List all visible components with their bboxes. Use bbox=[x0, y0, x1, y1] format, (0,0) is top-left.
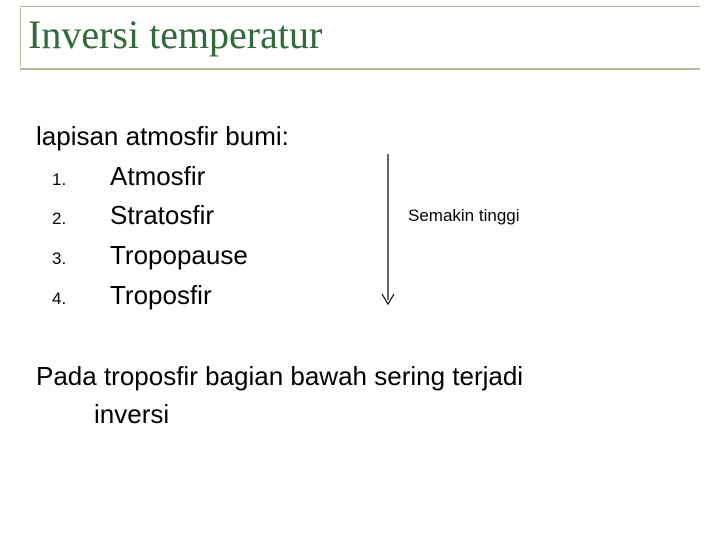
list-text: Troposfir bbox=[110, 277, 212, 315]
arrow-label: Semakin tinggi bbox=[408, 206, 520, 226]
closing-line1: Pada troposfir bagian bawah sering terja… bbox=[36, 358, 684, 396]
title-block: Inversi temperatur bbox=[20, 6, 700, 70]
list-item: 2. Stratosfir bbox=[36, 197, 684, 235]
atmosphere-list: 1. Atmosfir 2. Stratosfir 3. Tropopause … bbox=[36, 158, 684, 315]
list-text: Stratosfir bbox=[110, 197, 214, 235]
slide-title: Inversi temperatur bbox=[20, 7, 700, 68]
closing-line2: inversi bbox=[36, 396, 684, 434]
list-item: 3. Tropopause bbox=[36, 237, 684, 275]
list-number: 4. bbox=[36, 287, 110, 312]
arrow-down-icon bbox=[378, 154, 398, 309]
slide: Inversi temperatur lapisan atmosfir bumi… bbox=[0, 0, 720, 540]
title-rule-bottom bbox=[20, 68, 700, 70]
slide-body: lapisan atmosfir bumi: 1. Atmosfir 2. St… bbox=[36, 118, 684, 434]
list-number: 2. bbox=[36, 207, 110, 232]
closing-text: Pada troposfir bagian bawah sering terja… bbox=[36, 358, 684, 433]
list-text: Tropopause bbox=[110, 237, 248, 275]
list-item: 4. Troposfir bbox=[36, 277, 684, 315]
list-number: 1. bbox=[36, 168, 110, 193]
intro-text: lapisan atmosfir bumi: bbox=[36, 118, 684, 156]
list-number: 3. bbox=[36, 247, 110, 272]
list-item: 1. Atmosfir bbox=[36, 158, 684, 196]
list-text: Atmosfir bbox=[110, 158, 205, 196]
height-arrow: Semakin tinggi bbox=[378, 154, 558, 314]
